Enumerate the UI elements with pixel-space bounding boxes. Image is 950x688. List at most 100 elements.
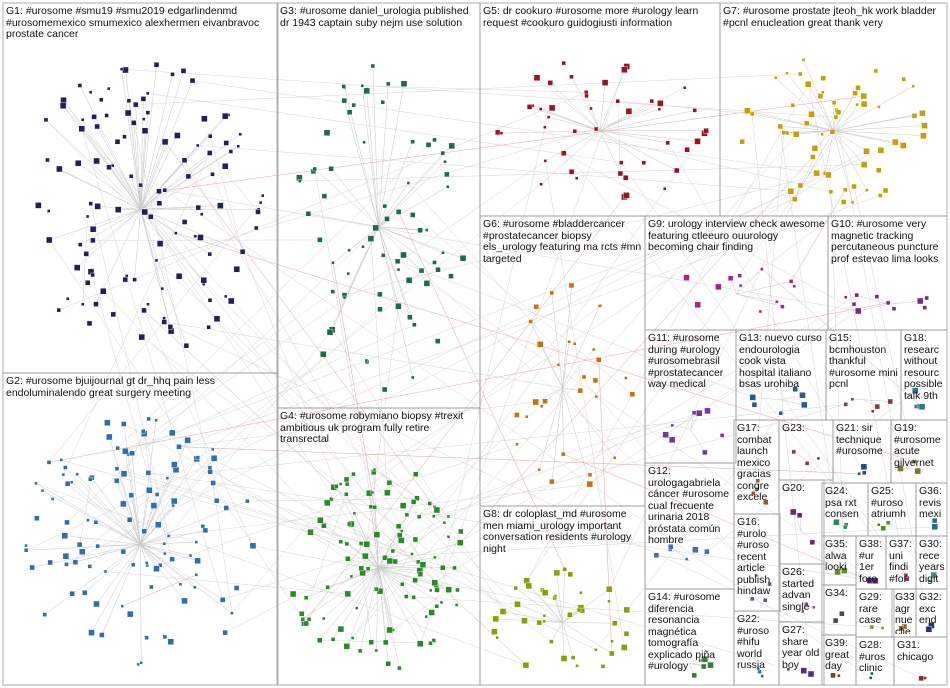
node[interactable] bbox=[122, 276, 129, 283]
node[interactable] bbox=[210, 172, 215, 177]
node[interactable] bbox=[592, 347, 596, 352]
node[interactable] bbox=[548, 104, 556, 112]
node[interactable] bbox=[162, 187, 167, 193]
node[interactable] bbox=[756, 667, 760, 671]
node[interactable] bbox=[230, 611, 234, 615]
node[interactable] bbox=[854, 292, 859, 298]
node[interactable] bbox=[258, 200, 263, 205]
node[interactable] bbox=[533, 304, 539, 310]
node[interactable] bbox=[860, 100, 868, 108]
node[interactable] bbox=[668, 436, 676, 444]
node[interactable] bbox=[812, 605, 816, 609]
node[interactable] bbox=[797, 182, 804, 189]
node[interactable] bbox=[261, 193, 265, 198]
node[interactable] bbox=[165, 476, 170, 480]
node[interactable] bbox=[78, 125, 86, 133]
node[interactable] bbox=[542, 614, 547, 618]
node[interactable] bbox=[74, 159, 82, 167]
node[interactable] bbox=[625, 107, 633, 115]
node[interactable] bbox=[158, 563, 163, 568]
node[interactable] bbox=[154, 258, 159, 263]
node[interactable] bbox=[365, 566, 371, 571]
node[interactable] bbox=[844, 295, 848, 299]
node[interactable] bbox=[410, 499, 417, 505]
node[interactable] bbox=[236, 144, 240, 148]
node[interactable] bbox=[69, 480, 74, 484]
node[interactable] bbox=[349, 574, 354, 579]
node[interactable] bbox=[931, 523, 938, 530]
node[interactable] bbox=[701, 656, 709, 663]
node[interactable] bbox=[537, 341, 544, 348]
node[interactable] bbox=[61, 532, 68, 539]
node[interactable] bbox=[175, 273, 183, 280]
node[interactable] bbox=[556, 363, 561, 367]
node[interactable] bbox=[210, 455, 218, 462]
node[interactable] bbox=[170, 497, 178, 505]
node[interactable] bbox=[543, 159, 547, 163]
node[interactable] bbox=[363, 87, 370, 95]
node[interactable] bbox=[210, 447, 215, 452]
node[interactable] bbox=[445, 586, 452, 593]
node[interactable] bbox=[801, 401, 808, 409]
node[interactable] bbox=[162, 542, 167, 546]
node[interactable] bbox=[704, 407, 711, 415]
node[interactable] bbox=[142, 117, 146, 121]
node[interactable] bbox=[239, 248, 246, 255]
node[interactable] bbox=[395, 209, 402, 215]
node[interactable] bbox=[119, 67, 124, 71]
node[interactable] bbox=[400, 251, 407, 259]
node[interactable] bbox=[670, 423, 674, 428]
node[interactable] bbox=[786, 667, 791, 671]
node[interactable] bbox=[344, 481, 350, 487]
node[interactable] bbox=[141, 307, 147, 314]
node[interactable] bbox=[132, 277, 137, 282]
node[interactable] bbox=[755, 478, 760, 483]
node[interactable] bbox=[207, 150, 213, 156]
node[interactable] bbox=[808, 110, 815, 118]
node[interactable] bbox=[424, 614, 428, 619]
node[interactable] bbox=[357, 648, 363, 654]
node[interactable] bbox=[911, 459, 917, 464]
node[interactable] bbox=[99, 97, 104, 102]
node[interactable] bbox=[817, 93, 824, 99]
node[interactable] bbox=[189, 77, 196, 84]
node[interactable] bbox=[744, 107, 751, 115]
node[interactable] bbox=[692, 108, 697, 113]
node[interactable] bbox=[233, 585, 240, 591]
node[interactable] bbox=[23, 548, 29, 553]
node[interactable] bbox=[34, 515, 40, 521]
node[interactable] bbox=[171, 503, 175, 508]
node[interactable] bbox=[326, 329, 334, 336]
node[interactable] bbox=[691, 672, 697, 679]
node[interactable] bbox=[77, 83, 83, 88]
node[interactable] bbox=[600, 664, 606, 669]
node[interactable] bbox=[912, 387, 919, 394]
node[interactable] bbox=[227, 297, 235, 305]
node[interactable] bbox=[820, 75, 826, 81]
node[interactable] bbox=[804, 461, 810, 466]
node[interactable] bbox=[372, 505, 377, 510]
node[interactable] bbox=[153, 62, 160, 68]
node[interactable] bbox=[813, 169, 820, 177]
node[interactable] bbox=[621, 66, 628, 74]
node[interactable] bbox=[363, 541, 370, 548]
node[interactable] bbox=[222, 163, 229, 170]
node[interactable] bbox=[586, 480, 593, 488]
node[interactable] bbox=[684, 146, 690, 153]
node[interactable] bbox=[405, 277, 413, 284]
node[interactable] bbox=[122, 448, 129, 455]
node[interactable] bbox=[233, 266, 241, 273]
node[interactable] bbox=[793, 130, 800, 138]
node[interactable] bbox=[663, 187, 667, 191]
node[interactable] bbox=[59, 102, 67, 110]
node[interactable] bbox=[514, 412, 520, 418]
node[interactable] bbox=[76, 541, 83, 548]
node[interactable] bbox=[344, 541, 350, 547]
node[interactable] bbox=[621, 644, 628, 651]
node[interactable] bbox=[213, 315, 221, 322]
node[interactable] bbox=[56, 307, 61, 313]
node[interactable] bbox=[412, 536, 419, 543]
node[interactable] bbox=[539, 107, 543, 111]
node[interactable] bbox=[885, 520, 891, 525]
node[interactable] bbox=[207, 298, 213, 303]
